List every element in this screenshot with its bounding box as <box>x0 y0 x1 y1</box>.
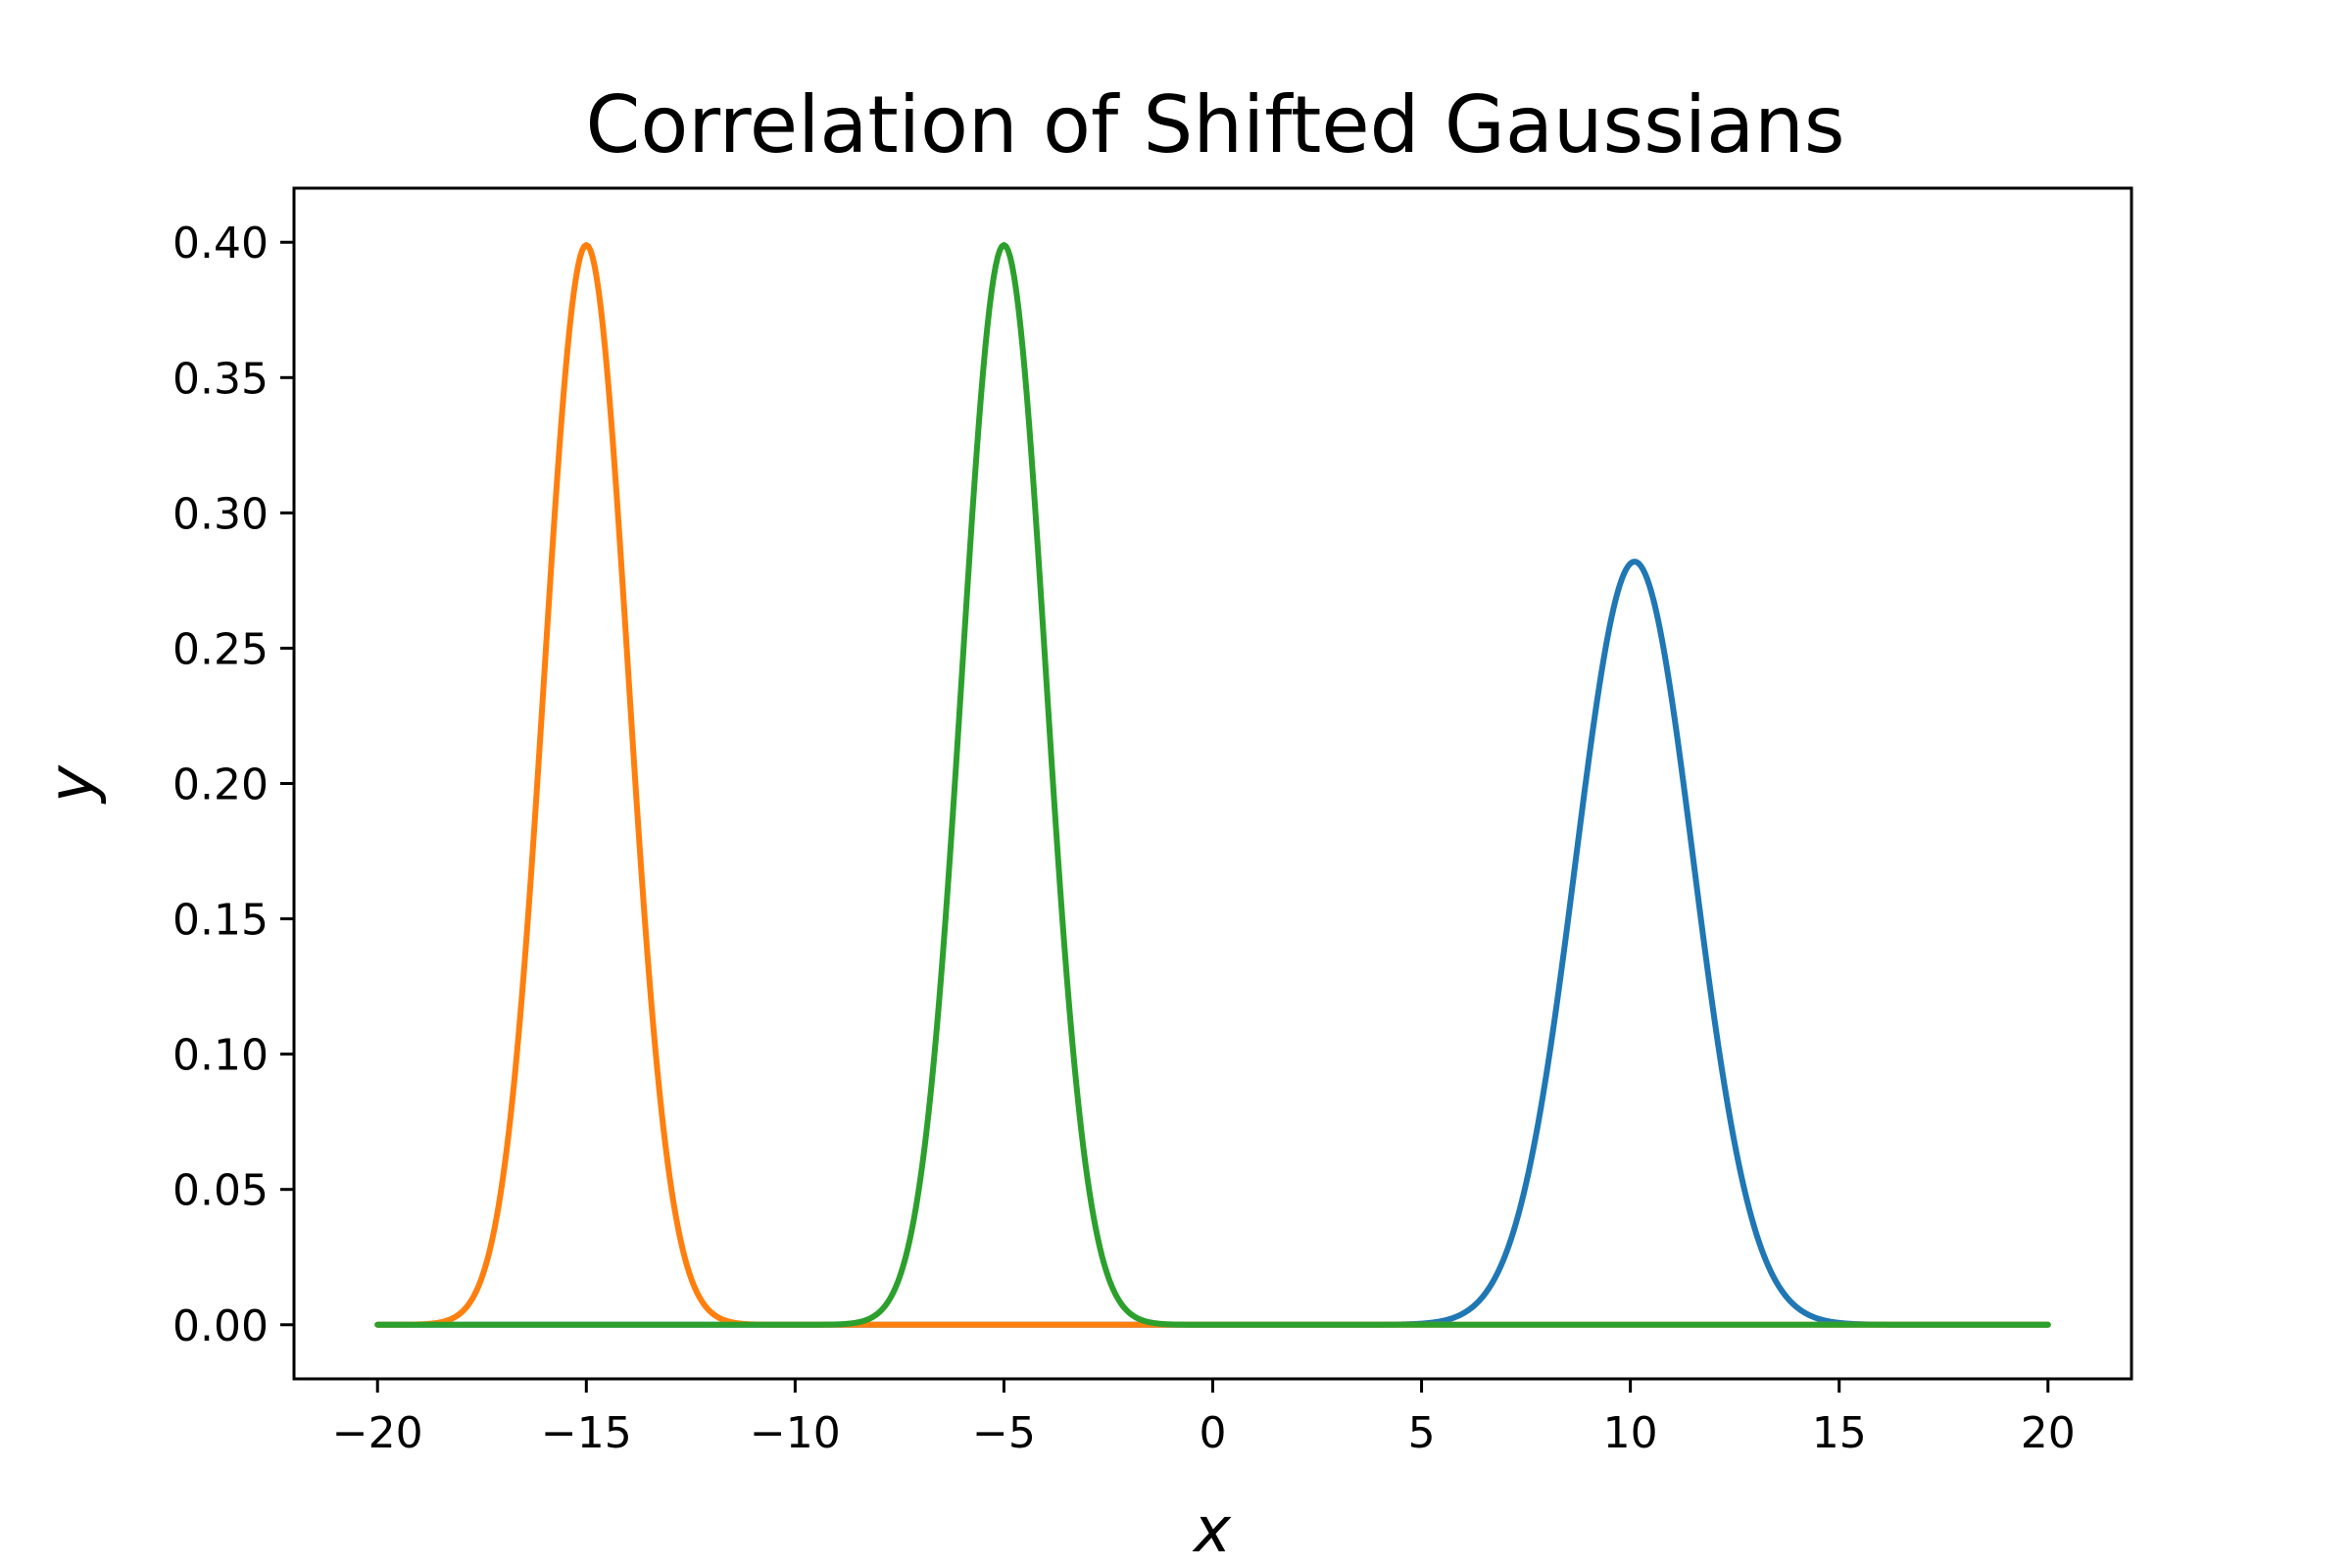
x-tick-label: 20 <box>2021 1408 2076 1458</box>
y-tick-label: 0.40 <box>172 219 269 269</box>
y-tick-label: 0.10 <box>172 1031 269 1081</box>
y-tick-label: 0.05 <box>172 1166 269 1216</box>
series-layer <box>374 241 2051 1328</box>
y-tick-label: 0.15 <box>172 896 269 946</box>
x-tick-label: −10 <box>750 1408 841 1458</box>
x-tick-label: −15 <box>541 1408 632 1458</box>
series-line-3 <box>374 241 2051 1328</box>
y-tick-label: 0.25 <box>172 624 269 674</box>
y-tick-label: 0.00 <box>172 1301 269 1351</box>
y-tick-label: 0.20 <box>172 760 269 810</box>
x-tick-label: −20 <box>332 1408 423 1458</box>
y-axis-label: y <box>36 764 109 805</box>
x-axis-label: x <box>1192 1494 1232 1567</box>
x-tick-label: 15 <box>1812 1408 1867 1458</box>
x-tick-label: 0 <box>1200 1408 1227 1458</box>
y-tick-label: 0.30 <box>172 489 269 539</box>
y-axis-ticks: 0.00 0.05 0.10 0.15 0.20 0.25 0.30 0.35 0.40 <box>172 219 294 1351</box>
y-tick-label: 0.35 <box>172 354 269 404</box>
x-tick-label: −5 <box>972 1408 1036 1458</box>
x-tick-label: 5 <box>1408 1408 1436 1458</box>
x-tick-label: 10 <box>1603 1408 1658 1458</box>
x-axis-ticks: −20 −15 −10 −5 0 5 10 15 20 <box>332 1379 2076 1458</box>
chart-title: Correlation of Shifted Gaussians <box>585 79 1844 171</box>
